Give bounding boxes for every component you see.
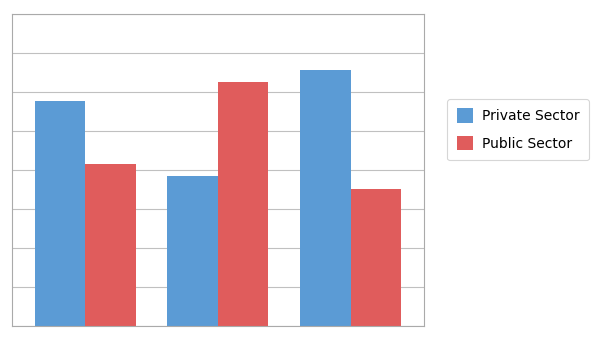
Bar [218, 82, 268, 326]
Bar [34, 101, 85, 326]
Bar [85, 164, 136, 326]
Bar [300, 70, 350, 326]
Bar [168, 176, 218, 326]
Legend: Private Sector, Public Sector: Private Sector, Public Sector [447, 99, 589, 160]
Bar [350, 189, 401, 326]
